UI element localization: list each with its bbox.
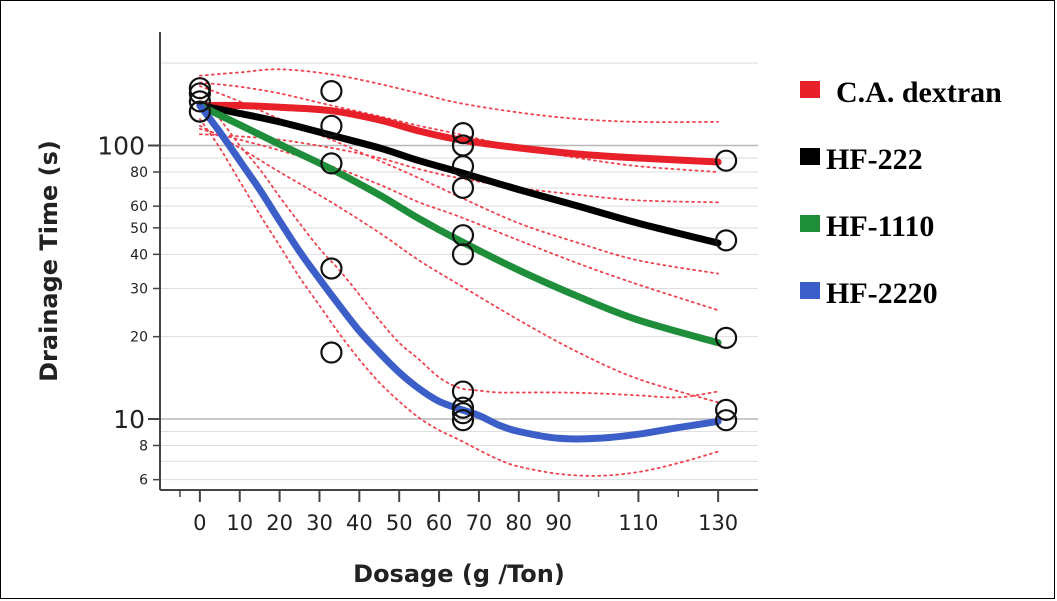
band-upper-hf-1110 bbox=[199, 85, 719, 275]
y-tick-label-100: 100 bbox=[97, 131, 145, 160]
band-lower-hf-2220 bbox=[199, 118, 719, 477]
band-lower-hf-1110 bbox=[199, 124, 719, 404]
y-tick-label-50: 50 bbox=[130, 221, 148, 237]
legend-label-ca-dextran: C.A. dextran bbox=[836, 76, 1002, 109]
x-axis-label: Dosage (g /Ton) bbox=[353, 560, 565, 588]
y-ticks: 100 10 80 60 50 40 30 20 8 6 bbox=[97, 131, 160, 489]
observation-point bbox=[715, 409, 738, 432]
observation-point bbox=[188, 82, 211, 105]
x-tick-label-0: 0 bbox=[193, 511, 206, 535]
observation-point bbox=[320, 341, 343, 364]
x-tick-label-40: 40 bbox=[346, 511, 373, 535]
observation-point bbox=[320, 114, 343, 137]
confidence-bands bbox=[199, 68, 719, 477]
band-upper-hf-222 bbox=[199, 81, 719, 173]
observation-point bbox=[451, 396, 475, 419]
x-tick-label-130: 130 bbox=[698, 511, 738, 535]
x-tick-label-30: 30 bbox=[306, 511, 333, 535]
y-tick-label-30: 30 bbox=[130, 281, 148, 297]
legend-swatch-hf-1110 bbox=[800, 215, 820, 232]
x-tick-label-70: 70 bbox=[466, 511, 493, 535]
y-axis-label: Drainage Time (s) bbox=[35, 140, 63, 382]
legend-entry-hf-222: HF-222 bbox=[800, 143, 923, 176]
y-tick-label-80: 80 bbox=[130, 165, 148, 181]
x-tick-label-20: 20 bbox=[266, 511, 293, 535]
legend-swatch-hf-222 bbox=[800, 148, 820, 165]
observation-point bbox=[320, 257, 343, 280]
y-tick-label-8: 8 bbox=[139, 438, 148, 454]
x-tick-label-10: 10 bbox=[226, 511, 253, 535]
y-tick-label-20: 20 bbox=[130, 330, 148, 346]
legend-label-hf-222: HF-222 bbox=[826, 143, 923, 176]
y-tick-label-60: 60 bbox=[130, 199, 148, 215]
legend-swatch-hf-2220 bbox=[800, 282, 820, 299]
observation-point bbox=[188, 77, 211, 100]
observation-point bbox=[451, 380, 475, 403]
series-line-hf-1110 bbox=[196, 102, 722, 347]
legend: C.A. dextran HF-222 HF-1110 HF-2220 bbox=[800, 76, 1002, 310]
observation-point bbox=[715, 326, 738, 349]
observation-point bbox=[715, 398, 738, 421]
legend-entry-hf-2220: HF-2220 bbox=[800, 277, 938, 310]
observation-points bbox=[188, 77, 738, 432]
observation-point bbox=[188, 100, 211, 123]
legend-entry-ca-dextran: C.A. dextran bbox=[800, 76, 1002, 109]
series-line-hf-222 bbox=[196, 102, 722, 247]
observation-point bbox=[320, 80, 343, 103]
x-tick-label-60: 60 bbox=[426, 511, 453, 535]
x-ticks: 0 10 20 30 40 50 60 70 80 90 110 130 bbox=[179, 490, 738, 535]
observation-point bbox=[451, 243, 475, 266]
series-line-c-a-dextran bbox=[196, 101, 722, 166]
band-lower-hf-222 bbox=[199, 128, 719, 312]
band-upper-hf-2220 bbox=[199, 96, 719, 399]
series-line-hf-2220 bbox=[196, 102, 722, 443]
observation-point bbox=[715, 229, 738, 252]
legend-entry-hf-1110: HF-1110 bbox=[800, 210, 934, 243]
y-tick-label-6: 6 bbox=[139, 473, 148, 489]
x-tick-label-50: 50 bbox=[386, 511, 413, 535]
axes bbox=[159, 32, 758, 491]
series-lines bbox=[196, 101, 722, 443]
band-upper-c-a-dextran bbox=[199, 68, 719, 124]
observation-point bbox=[451, 176, 475, 199]
observation-point bbox=[451, 155, 475, 178]
observation-point bbox=[320, 152, 343, 175]
legend-label-hf-2220: HF-2220 bbox=[826, 277, 938, 310]
legend-swatch-ca-dextran bbox=[800, 81, 820, 98]
observation-point bbox=[451, 121, 475, 145]
x-tick-label-110: 110 bbox=[618, 511, 658, 535]
observation-point bbox=[715, 149, 738, 172]
y-tick-label-40: 40 bbox=[130, 247, 148, 263]
x-tick-label-80: 80 bbox=[505, 511, 532, 535]
observation-point bbox=[188, 90, 211, 113]
x-tick-label-90: 90 bbox=[545, 511, 572, 535]
legend-label-hf-1110: HF-1110 bbox=[826, 210, 934, 243]
observation-point bbox=[451, 402, 475, 425]
observation-point bbox=[451, 409, 475, 432]
y-tick-label-10: 10 bbox=[113, 405, 145, 434]
